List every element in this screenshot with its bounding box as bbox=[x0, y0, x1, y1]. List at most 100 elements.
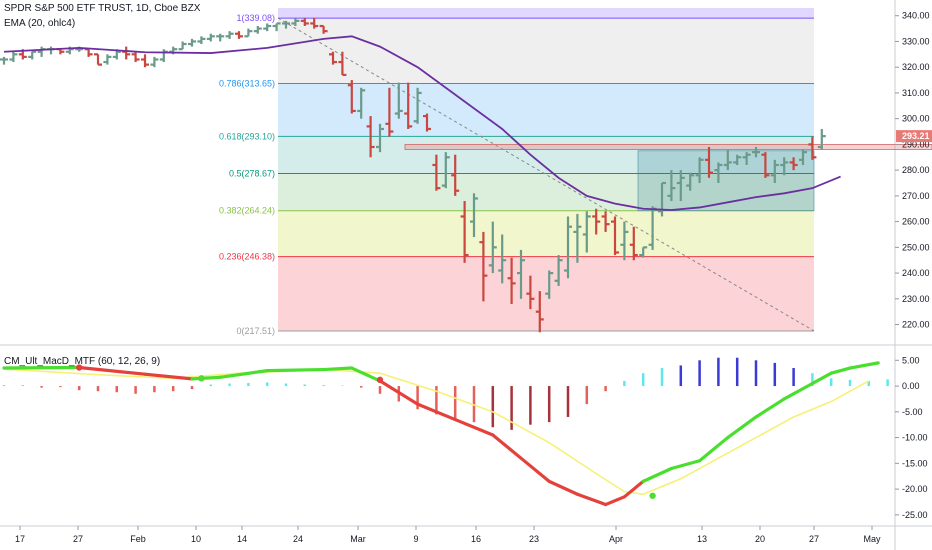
ohlc-bar bbox=[620, 221, 629, 261]
ohlc-bar bbox=[338, 51, 347, 77]
ohlc-bar bbox=[216, 33, 225, 42]
y-tick-label: 280.00 bbox=[902, 165, 930, 175]
ohlc-bar bbox=[517, 249, 525, 299]
ohlc-bar bbox=[347, 80, 356, 114]
ohlc-bar bbox=[451, 154, 460, 196]
macd-cross-marker bbox=[198, 375, 205, 382]
x-tick-label: Apr bbox=[609, 534, 623, 544]
macd-line-segment bbox=[519, 456, 551, 483]
fib-level-label: 0.382(264.24) bbox=[219, 206, 275, 216]
fib-level-label: 0.618(293.10) bbox=[219, 131, 275, 141]
macd-line-segment bbox=[641, 466, 674, 483]
ohlc-bar bbox=[376, 123, 384, 153]
macd-line-segment bbox=[754, 397, 786, 419]
macd-line-segment bbox=[829, 366, 852, 375]
ohlc-bar bbox=[705, 146, 713, 178]
x-tick-label: 9 bbox=[413, 534, 418, 544]
ohlc-bar bbox=[733, 154, 742, 165]
ohlc-bar bbox=[188, 38, 196, 47]
ohlc-bar bbox=[357, 87, 366, 119]
ohlc-bar bbox=[441, 152, 450, 189]
ohlc-bar bbox=[197, 36, 206, 45]
ohlc-bar bbox=[535, 291, 544, 333]
ohlc-bar bbox=[131, 51, 140, 63]
ohlc-bar bbox=[103, 54, 112, 65]
macd-line-segment bbox=[782, 381, 815, 401]
ohlc-bar bbox=[235, 31, 243, 39]
fib-zone-2 bbox=[278, 83, 814, 137]
indicator-legend: CM_Ult_MacD_MTF (60, 12, 26, 9) bbox=[4, 356, 161, 367]
y-tick-label: 260.00 bbox=[902, 217, 930, 227]
fib-level-label: 0.5(278.67) bbox=[229, 169, 275, 179]
ohlc-bar bbox=[817, 128, 826, 150]
signal-line bbox=[3, 368, 870, 496]
y-tick-label: 270.00 bbox=[902, 191, 930, 201]
ohlc-bar bbox=[291, 18, 300, 27]
x-tick-label: 13 bbox=[697, 534, 707, 544]
x-tick-label: 14 bbox=[237, 534, 247, 544]
ohlc-bar bbox=[498, 234, 507, 284]
x-tick-label: 24 bbox=[293, 534, 303, 544]
chart-title: SPDR S&P 500 ETF TRUST, 1D, Cboe BZX bbox=[4, 3, 201, 14]
ohlc-bar bbox=[507, 257, 516, 304]
ohlc-bar bbox=[150, 56, 159, 68]
ohlc-bar bbox=[611, 216, 619, 256]
fib-level-label: 0.786(313.65) bbox=[219, 79, 275, 89]
ohlc-bar bbox=[770, 159, 779, 184]
y-tick-label: 340.00 bbox=[902, 11, 930, 21]
x-tick-label: 17 bbox=[15, 534, 25, 544]
x-tick-label: 23 bbox=[529, 534, 539, 544]
x-tick-label: 27 bbox=[809, 534, 819, 544]
x-tick-label: 20 bbox=[755, 534, 765, 544]
ohlc-bar bbox=[752, 146, 760, 158]
y-tick-label: 310.00 bbox=[902, 88, 930, 98]
ohlc-bar bbox=[28, 50, 37, 60]
x-tick-label: Mar bbox=[350, 534, 366, 544]
ohlc-bar bbox=[432, 154, 441, 191]
macd-line-segment bbox=[848, 361, 880, 370]
ohlc-bar bbox=[404, 82, 413, 129]
macd-line-segment bbox=[77, 365, 147, 376]
macd-line-segment bbox=[143, 372, 194, 381]
ohlc-bar bbox=[244, 28, 253, 38]
macd-y-tick-label: 0.00 bbox=[902, 381, 920, 391]
ohlc-bar bbox=[413, 87, 422, 124]
ohlc-bar bbox=[263, 23, 272, 32]
x-tick-label: May bbox=[863, 534, 881, 544]
ohlc-bar bbox=[808, 136, 817, 160]
ohlc-bar bbox=[94, 53, 102, 66]
y-tick-label: 330.00 bbox=[902, 36, 930, 46]
ohlc-bar bbox=[761, 152, 770, 178]
macd-line-segment bbox=[416, 402, 457, 422]
y-tick-label: 290.00 bbox=[902, 139, 930, 149]
ohlc-bar bbox=[658, 181, 666, 217]
y-tick-label: 230.00 bbox=[902, 294, 930, 304]
macd-line-segment bbox=[810, 371, 833, 386]
macd-cross-marker bbox=[76, 364, 83, 371]
ohlc-bar bbox=[573, 213, 582, 263]
fib-level-label: 0(217.51) bbox=[236, 326, 275, 336]
ohlc-bar bbox=[9, 51, 18, 63]
ohlc-bar bbox=[799, 149, 807, 165]
macd-line-segment bbox=[697, 435, 730, 463]
y-tick-label: 320.00 bbox=[902, 62, 930, 72]
ohlc-bar bbox=[141, 54, 149, 68]
ohlc-bar bbox=[564, 216, 572, 279]
macd-line-segment bbox=[547, 479, 580, 496]
y-tick-label: 250.00 bbox=[902, 242, 930, 252]
fib-level-label: 1(339.08) bbox=[236, 13, 275, 23]
ohlc-bar bbox=[629, 226, 638, 261]
macd-line-segment bbox=[453, 417, 495, 437]
ohlc-bar bbox=[488, 221, 497, 274]
macd-cross-marker bbox=[649, 492, 656, 499]
ema-legend: EMA (20, ohlc4) bbox=[4, 18, 76, 29]
macd-line-segment bbox=[622, 479, 645, 499]
macd-line-segment bbox=[575, 492, 608, 507]
macd-line-segment bbox=[669, 459, 702, 471]
y-tick-label: 300.00 bbox=[902, 114, 930, 124]
ohlc-bar bbox=[695, 157, 704, 184]
fib-trend-line bbox=[277, 17, 815, 332]
ohlc-bar bbox=[460, 201, 469, 263]
ohlc-bar bbox=[526, 275, 535, 310]
